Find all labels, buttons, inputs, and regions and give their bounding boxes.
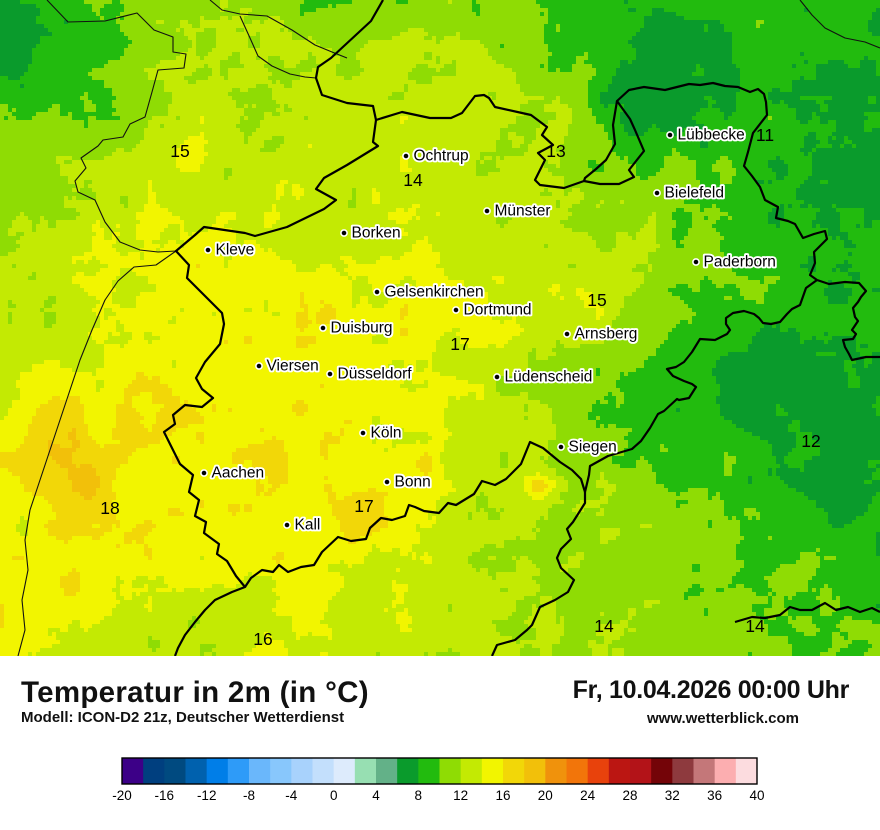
svg-text:17: 17 [450, 334, 469, 354]
svg-text:Köln: Köln [371, 425, 402, 442]
svg-text:36: 36 [707, 788, 722, 803]
svg-text:24: 24 [580, 788, 596, 803]
svg-text:Siegen: Siegen [569, 439, 617, 456]
svg-text:-20: -20 [112, 788, 132, 803]
svg-text:Arnsberg: Arnsberg [575, 326, 638, 343]
svg-text:8: 8 [415, 788, 423, 803]
svg-text:-8: -8 [243, 788, 255, 803]
svg-text:-4: -4 [285, 788, 297, 803]
svg-text:Kall: Kall [295, 517, 321, 534]
svg-text:4: 4 [372, 788, 380, 803]
svg-text:40: 40 [749, 788, 764, 803]
svg-text:Borken: Borken [352, 225, 401, 242]
svg-text:16: 16 [253, 629, 272, 649]
svg-text:32: 32 [665, 788, 680, 803]
svg-text:Lübbecke: Lübbecke [678, 127, 745, 144]
svg-text:16: 16 [495, 788, 510, 803]
svg-text:Düsseldorf: Düsseldorf [338, 366, 413, 383]
svg-text:15: 15 [587, 290, 606, 310]
svg-text:Dortmund: Dortmund [464, 302, 532, 319]
svg-text:15: 15 [170, 141, 189, 161]
svg-text:14: 14 [594, 616, 614, 636]
svg-text:20: 20 [538, 788, 553, 803]
svg-text:12: 12 [801, 431, 820, 451]
svg-text:13: 13 [546, 141, 565, 161]
svg-text:14: 14 [745, 616, 765, 636]
svg-text:28: 28 [622, 788, 637, 803]
svg-text:11: 11 [756, 125, 774, 145]
svg-text:Lüdenscheid: Lüdenscheid [505, 369, 593, 386]
svg-text:12: 12 [453, 788, 468, 803]
svg-text:18: 18 [100, 498, 119, 518]
svg-text:Viersen: Viersen [267, 358, 319, 375]
svg-text:14: 14 [403, 170, 423, 190]
svg-text:Paderborn: Paderborn [704, 254, 776, 271]
svg-text:Kleve: Kleve [216, 242, 255, 259]
svg-text:Duisburg: Duisburg [331, 320, 393, 337]
svg-text:Bonn: Bonn [395, 474, 431, 491]
svg-text:-12: -12 [197, 788, 217, 803]
svg-text:-16: -16 [155, 788, 175, 803]
svg-text:17: 17 [354, 496, 373, 516]
svg-text:Münster: Münster [495, 203, 551, 220]
svg-text:0: 0 [330, 788, 338, 803]
svg-text:Bielefeld: Bielefeld [665, 185, 724, 202]
svg-text:Ochtrup: Ochtrup [414, 148, 469, 165]
svg-text:Aachen: Aachen [212, 465, 265, 482]
svg-text:Gelsenkirchen: Gelsenkirchen [385, 284, 484, 301]
